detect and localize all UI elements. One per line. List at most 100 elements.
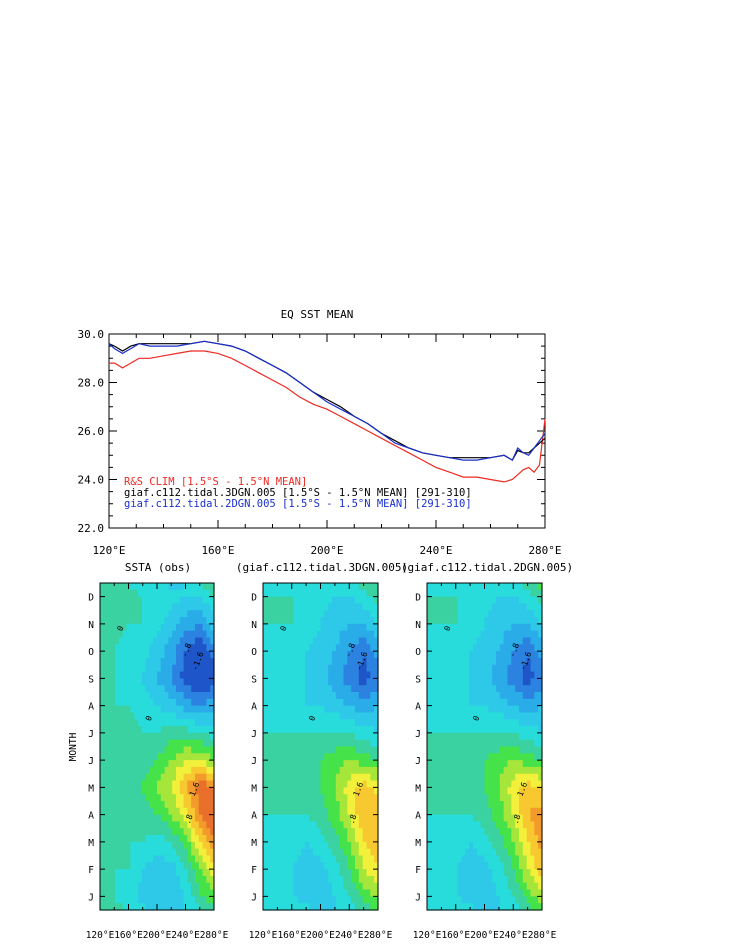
heatmap-cell [522, 773, 528, 782]
heatmap-cell [149, 889, 154, 897]
heatmap-cell [130, 671, 135, 679]
heatmap-cell [263, 657, 268, 666]
heatmap-cell [434, 705, 440, 714]
heatmap-cell [149, 828, 154, 836]
heatmap-cell [191, 903, 196, 911]
heatmap-cell [374, 773, 379, 782]
heatmap-cell [328, 685, 333, 693]
heatmap-cell [473, 773, 478, 782]
heatmap-cell [473, 739, 478, 748]
heatmap-cell [191, 685, 196, 693]
heatmap-cell [339, 821, 345, 829]
heatmap-cell [366, 766, 371, 775]
heatmap-cell [332, 869, 337, 877]
heatmap-cell [446, 671, 451, 679]
heatmap-cell [153, 671, 158, 679]
heatmap-cell [187, 855, 192, 863]
heatmap-cell [328, 583, 333, 591]
heatmap-cell [446, 637, 451, 645]
heatmap-cell [145, 678, 150, 686]
heatmap-cell [126, 896, 131, 904]
heatmap-cell [461, 814, 466, 823]
heatmap-cell [328, 657, 333, 666]
heatmap-cell [434, 780, 440, 788]
heatmap-cell [530, 610, 535, 618]
heatmap-cell [355, 637, 360, 645]
heatmap-cell [266, 875, 272, 884]
heatmap-cell [111, 766, 116, 775]
heatmap-cell [515, 732, 520, 741]
heatmap-cell [370, 848, 375, 857]
heatmap-cell [153, 692, 158, 700]
heatmap-cell [187, 630, 192, 639]
heatmap-cell [355, 896, 360, 904]
heatmap-cell [164, 855, 169, 863]
heatmap-cell [347, 875, 352, 884]
heatmap-cell [149, 821, 154, 829]
heatmap-cell [198, 617, 204, 625]
heatmap-cell [115, 685, 120, 693]
heatmap-cell [191, 855, 196, 863]
heatmap-cell [278, 760, 283, 768]
heatmap-cell [473, 801, 478, 809]
heatmap-cell [438, 753, 443, 761]
heatmap-cell [198, 855, 204, 863]
heatmap-cell [168, 814, 173, 823]
heatmap-cell [206, 644, 211, 652]
heatmap-cell [168, 719, 173, 727]
heatmap-cell [355, 678, 360, 686]
heatmap-cell [274, 671, 279, 679]
heatmap-cell [278, 794, 283, 802]
heatmap-cell [374, 889, 379, 897]
heatmap-cell [309, 875, 314, 884]
heatmap-cell [119, 726, 124, 734]
heatmap-cell [430, 794, 436, 802]
heatmap-cell [266, 841, 272, 850]
heatmap-cell [145, 814, 150, 823]
heatmap-cell [442, 671, 447, 679]
heatmap-cell [530, 678, 535, 686]
heatmap-cell [153, 603, 158, 611]
heatmap-cell [115, 841, 120, 850]
heatmap-cell [473, 807, 478, 816]
heatmap-cell [202, 855, 207, 863]
heatmap-cell [343, 848, 348, 857]
heatmap-cell [179, 644, 185, 652]
heatmap-cell [534, 801, 539, 809]
heatmap-cell [370, 801, 375, 809]
heatmap-cell [343, 692, 348, 700]
heatmap-cell [488, 678, 493, 686]
heatmap-cell [145, 637, 150, 645]
heatmap-cell [442, 855, 447, 863]
heatmap-cell [511, 807, 516, 816]
series-line-0 [109, 350, 546, 483]
heatmap-cell [457, 828, 463, 836]
heatmap-cell [362, 862, 368, 870]
heatmap-cell [202, 732, 207, 741]
heatmap-cell [434, 739, 440, 748]
heatmap-cell [446, 814, 451, 823]
heatmap-cell [289, 712, 295, 720]
heatmap-cell [195, 882, 200, 891]
heatmap-cell [484, 780, 489, 788]
heatmap-cell [282, 841, 287, 850]
heatmap-cell [179, 862, 185, 870]
heatmap-cell [469, 705, 474, 714]
heatmap-cell [119, 583, 124, 591]
heatmap-cell [198, 657, 204, 666]
heatmap-cell [320, 698, 325, 707]
heatmap-cell [324, 692, 329, 700]
heatmap-cell [119, 787, 124, 795]
heatmap-cell [309, 828, 314, 836]
heatmap-cell [328, 753, 333, 761]
heatmap-cell [100, 623, 105, 632]
heatmap-cell [503, 889, 509, 897]
heatmap-cell [374, 671, 379, 679]
heatmap-cell [488, 753, 493, 761]
heatmap-cell [328, 719, 333, 727]
heatmap-cell [503, 712, 509, 720]
heatmap-cell [351, 719, 356, 727]
heatmap-cell [461, 801, 466, 809]
heatmap-cell [312, 835, 318, 843]
heatmap-cell [507, 617, 512, 625]
